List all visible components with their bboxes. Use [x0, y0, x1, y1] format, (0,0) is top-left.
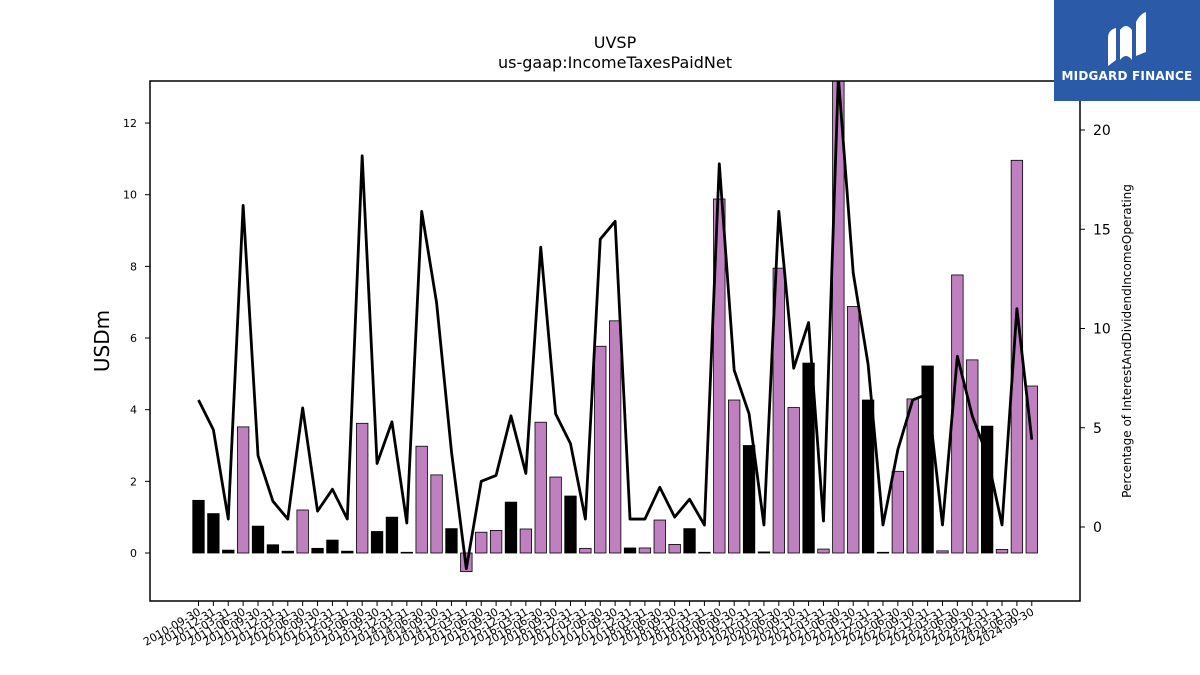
y-axis-label: USDm [90, 310, 114, 372]
bar-2019-03-31 [698, 551, 711, 554]
bar-2024-09-30 [1025, 385, 1038, 554]
bar-2022-09-30 [906, 398, 919, 554]
logo: MIDGARD FINANCE [1054, 0, 1200, 101]
y-tick-label: 8 [130, 260, 137, 273]
bar-2015-09-30 [489, 530, 503, 554]
bar-2013-12-31 [385, 516, 399, 554]
bar-2013-09-30 [370, 531, 384, 554]
y-tick-label: 4 [130, 404, 137, 417]
bar-2021-09-30 [847, 306, 860, 554]
bar-series [192, 81, 1038, 573]
bar-2021-12-31 [861, 399, 875, 554]
bar-2023-12-31 [980, 425, 994, 554]
bar-2017-12-31 [623, 547, 637, 554]
bar-2012-03-31 [281, 550, 294, 554]
y-tick-label: 12 [123, 117, 137, 130]
bar-2021-03-31 [817, 548, 830, 554]
bar-2014-09-30 [430, 474, 443, 554]
bar-2020-12-31 [802, 362, 815, 554]
bar-2014-03-31 [400, 551, 413, 554]
y-tick-label: 2 [130, 475, 137, 488]
bar-2014-12-31 [445, 528, 458, 554]
chart-subtitle: us-gaap:IncomeTaxesPaidNet [498, 53, 732, 72]
y2-axis-label: Percentage of InterestAndDividendIncomeO… [1120, 184, 1134, 498]
logo-text: MIDGARD FINANCE [1061, 69, 1193, 83]
y2-tick-label: 10 [1093, 322, 1111, 338]
bar-2016-03-31 [519, 528, 533, 554]
bar-2021-06-30 [832, 81, 845, 554]
bar-2010-12-31 [207, 513, 220, 554]
bar-2013-03-31 [341, 550, 354, 554]
bar-2012-06-30 [296, 509, 309, 554]
bar-2023-09-30 [966, 359, 979, 554]
y-tick-label: 6 [130, 332, 137, 345]
bar-2018-03-31 [638, 547, 652, 554]
bar-2017-03-31 [579, 547, 592, 554]
bar-2014-06-30 [415, 445, 428, 554]
bar-2017-09-30 [608, 320, 622, 554]
bar-2022-12-31 [921, 365, 934, 554]
y2-tick-label: 5 [1093, 421, 1102, 437]
bar-2015-12-31 [504, 501, 518, 554]
bar-2020-03-31 [757, 551, 771, 554]
y2-tick-label: 15 [1093, 222, 1111, 238]
bar-2020-06-30 [772, 267, 785, 554]
bar-2018-06-30 [653, 519, 666, 554]
bar-2019-09-30 [728, 399, 741, 554]
bar-2022-06-30 [891, 470, 905, 554]
bar-2020-09-30 [787, 407, 800, 554]
y2-tick-label: 0 [1093, 520, 1102, 536]
y-tick-label: 10 [123, 189, 137, 202]
y-axis-right: 0 5 10 15 20 [1080, 123, 1111, 536]
x-axis: 2010-09-302010-12-312011-03-312011-06-30… [141, 601, 1036, 649]
chart-title: UVSP [594, 33, 637, 52]
bar-2013-06-30 [356, 422, 369, 554]
bar-2011-09-30 [251, 525, 265, 554]
bar-2011-03-31 [222, 549, 235, 554]
bar-2022-03-31 [876, 551, 890, 554]
bar-2012-12-31 [326, 539, 339, 554]
bar-2015-06-30 [475, 531, 488, 554]
bar-2011-12-31 [266, 544, 280, 554]
bar-2017-06-30 [594, 345, 607, 554]
bar-2010-09-30 [192, 499, 205, 554]
percentage-line [197, 81, 1034, 571]
bar-2018-09-30 [668, 544, 681, 554]
bar-2011-06-30 [236, 426, 250, 554]
y-tick-label: 0 [130, 547, 137, 560]
line-series [197, 81, 1034, 571]
bar-2019-06-30 [713, 198, 726, 554]
bar-2019-12-31 [742, 445, 756, 554]
bar-2023-03-31 [936, 550, 949, 554]
bar-2024-03-31 [995, 549, 1009, 554]
bar-2016-06-30 [534, 421, 547, 554]
bar-2016-09-30 [549, 476, 562, 554]
bar-2018-12-31 [683, 528, 696, 554]
midgard-logo-icon [1108, 12, 1146, 66]
y2-tick-label: 20 [1093, 123, 1111, 139]
y-axis-left: 0 2 4 6 8 10 12 [123, 117, 150, 560]
bar-2012-09-30 [311, 547, 324, 554]
bar-2016-12-31 [564, 495, 577, 554]
